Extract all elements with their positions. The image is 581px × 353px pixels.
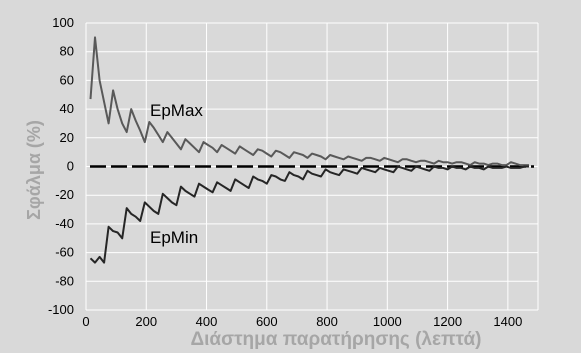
y-tick-label: 60 (60, 72, 74, 87)
y-tick-labels: -100 -80 -60 -40 -20 0 20 40 60 80 100 (48, 15, 74, 317)
y-tick-label: -60 (55, 245, 74, 260)
y-tick-label: 20 (60, 130, 74, 145)
x-tick-label: 1200 (433, 314, 462, 329)
x-tick-label: 0 (82, 314, 89, 329)
series-label-epmax: EpMax (150, 101, 203, 120)
series-line-epmax (89, 36, 529, 167)
series-line-epmin (89, 165, 529, 264)
series-label-epmin: EpMin (150, 228, 198, 247)
x-tick-label: 400 (196, 314, 218, 329)
x-tick-label: 200 (135, 314, 157, 329)
x-tick-label: 1400 (493, 314, 522, 329)
y-axis-title: Σφάλμα (%) (24, 120, 44, 220)
x-tick-label: 1000 (373, 314, 402, 329)
x-axis-title: Διάστημα παρατήρησης (λεπτά) (190, 329, 481, 350)
y-tick-label: 100 (52, 15, 74, 30)
y-tick-label: -40 (55, 216, 74, 231)
x-tick-labels: 0 200 400 600 800 1000 1200 1400 (82, 314, 522, 329)
y-tick-label: -20 (55, 187, 74, 202)
y-tick-label: 80 (60, 44, 74, 59)
x-tick-label: 600 (256, 314, 278, 329)
y-tick-label: 40 (60, 101, 74, 116)
y-tick-label: -80 (55, 273, 74, 288)
y-tick-label: 0 (67, 159, 74, 174)
series-lines (89, 36, 529, 264)
y-tick-label: -100 (48, 302, 74, 317)
x-tick-label: 800 (316, 314, 338, 329)
